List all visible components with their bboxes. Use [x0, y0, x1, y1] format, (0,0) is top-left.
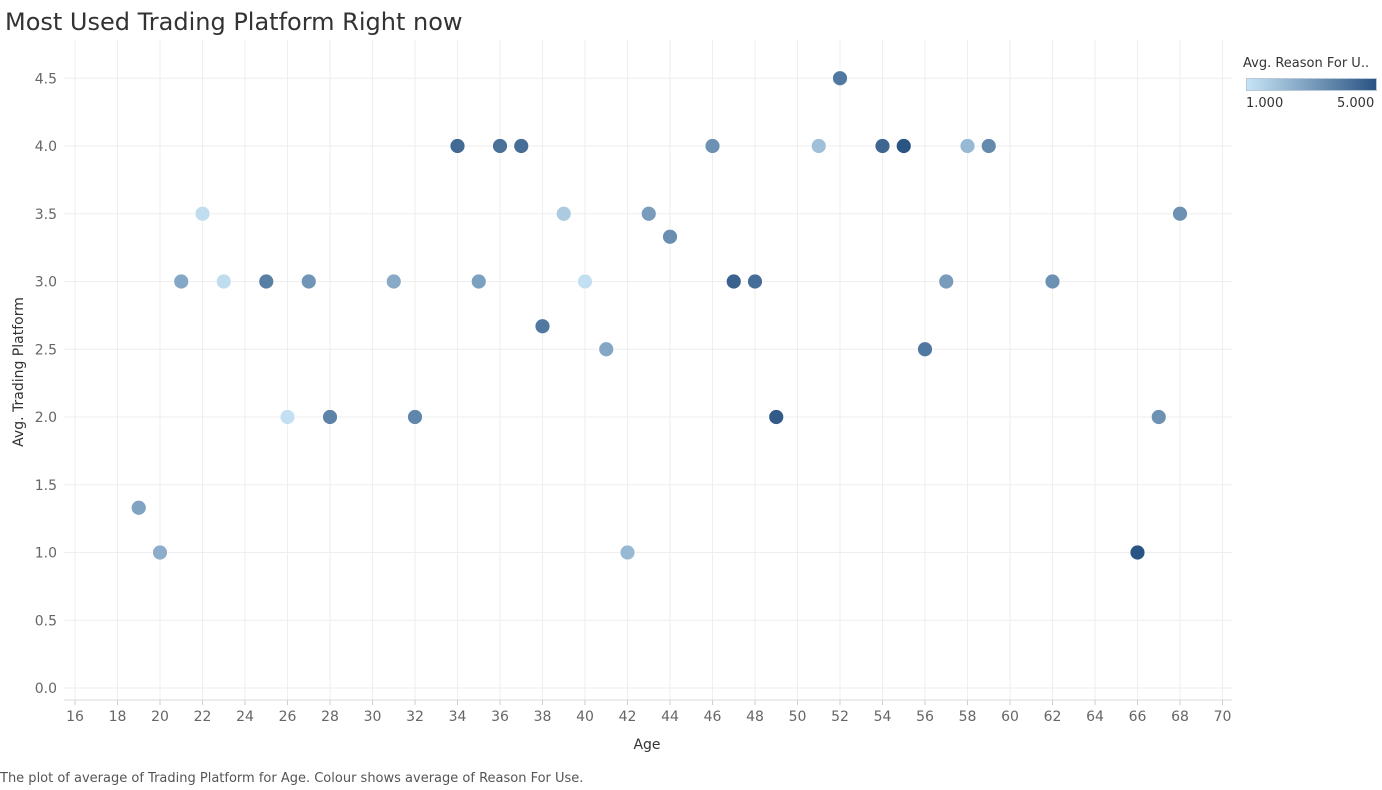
data-point[interactable] [130, 499, 147, 516]
x-tick-label: 58 [959, 709, 977, 725]
data-point[interactable] [152, 544, 168, 561]
data-point[interactable] [534, 318, 551, 335]
y-tick-label: 0.0 [35, 681, 57, 697]
data-point[interactable] [938, 273, 955, 290]
x-tick-label: 56 [916, 709, 934, 725]
chart-caption: The plot of average of Trading Platform … [0, 771, 584, 786]
x-tick-label: 52 [831, 709, 849, 725]
x-tick-label: 70 [1214, 709, 1232, 725]
x-tick-label: 24 [236, 709, 254, 725]
data-point[interactable] [194, 205, 211, 222]
x-axis-label: Age [633, 737, 660, 753]
data-point[interactable] [1044, 273, 1061, 290]
y-tick-label: 3.5 [35, 207, 57, 223]
data-point[interactable] [747, 273, 763, 290]
grid-lines [64, 40, 1232, 700]
x-tick-label: 48 [746, 709, 764, 725]
data-point[interactable] [470, 273, 487, 290]
data-point[interactable] [322, 409, 338, 425]
data-point[interactable] [874, 138, 891, 154]
data-point[interactable] [258, 273, 275, 290]
x-tick-label: 16 [66, 709, 84, 725]
data-point[interactable] [959, 138, 976, 154]
x-tick-label: 40 [576, 709, 594, 725]
x-tick-label: 34 [449, 709, 467, 725]
data-point[interactable] [449, 138, 466, 154]
x-tick-label: 68 [1171, 709, 1189, 725]
data-point[interactable] [895, 138, 912, 154]
x-tick-label: 22 [194, 709, 212, 725]
x-tick-label: 36 [491, 709, 509, 725]
data-point[interactable] [832, 70, 848, 87]
y-tick-label: 4.5 [35, 71, 57, 87]
data-point[interactable] [917, 341, 933, 358]
x-tick-label: 64 [1086, 709, 1104, 725]
x-tick-label: 28 [321, 709, 339, 725]
data-point[interactable] [980, 138, 997, 154]
data-point[interactable] [725, 273, 742, 290]
data-point[interactable] [1172, 205, 1188, 222]
data-point[interactable] [279, 409, 296, 425]
x-tick-label: 32 [406, 709, 424, 725]
y-tick-label: 3.0 [35, 275, 57, 291]
x-tick-label: 46 [704, 709, 722, 725]
y-tick-label: 2.0 [35, 410, 57, 426]
x-tick-label: 18 [109, 709, 127, 725]
y-axis-label: Avg. Trading Platform [11, 297, 27, 447]
x-tick-label: 54 [874, 709, 892, 725]
legend-title: Avg. Reason For U.. [1243, 56, 1370, 71]
data-point[interactable] [810, 138, 827, 154]
x-tick-label: 60 [1001, 709, 1019, 725]
legend-max-label: 5.000 [1337, 96, 1375, 111]
x-tick-label: 44 [661, 709, 679, 725]
data-point[interactable] [704, 138, 721, 154]
data-point[interactable] [577, 273, 593, 290]
y-tick-label: 0.5 [35, 613, 57, 629]
y-tick-label: 4.0 [35, 139, 57, 155]
data-point[interactable] [640, 205, 657, 222]
data-point[interactable] [1129, 544, 1146, 561]
y-tick-label: 1.0 [35, 546, 57, 562]
x-tick-label: 26 [279, 709, 297, 725]
data-point[interactable] [598, 341, 615, 358]
x-tick-label: 38 [534, 709, 552, 725]
data-point[interactable] [407, 409, 423, 425]
axes: 16 18 20 22 24 26 28 30 32 34 36 38 40 42 44 46 48 50 52 54… [35, 71, 1232, 725]
data-point[interactable] [492, 138, 508, 154]
x-tick-label: 30 [364, 709, 382, 725]
data-point[interactable] [555, 205, 572, 222]
x-tick-label: 42 [619, 709, 637, 725]
data-point[interactable] [215, 273, 232, 290]
data-point[interactable] [768, 409, 785, 425]
data-point[interactable] [173, 273, 190, 290]
data-point[interactable] [513, 138, 530, 154]
y-tick-label: 2.5 [35, 342, 57, 358]
data-point[interactable] [1150, 409, 1167, 425]
x-tick-label: 50 [789, 709, 807, 725]
data-point[interactable] [300, 273, 317, 290]
x-tick-label: 62 [1044, 709, 1062, 725]
data-point[interactable] [619, 544, 636, 561]
x-tick-label: 20 [151, 709, 169, 725]
data-point[interactable] [662, 228, 678, 245]
chart-title: Most Used Trading Platform Right now [5, 8, 463, 36]
data-points [130, 70, 1188, 561]
legend-min-label: 1.000 [1246, 96, 1284, 111]
x-tick-label: 66 [1129, 709, 1147, 725]
y-tick-label: 1.5 [35, 478, 57, 494]
data-point[interactable] [385, 273, 402, 290]
legend-color-ramp [1246, 78, 1377, 91]
